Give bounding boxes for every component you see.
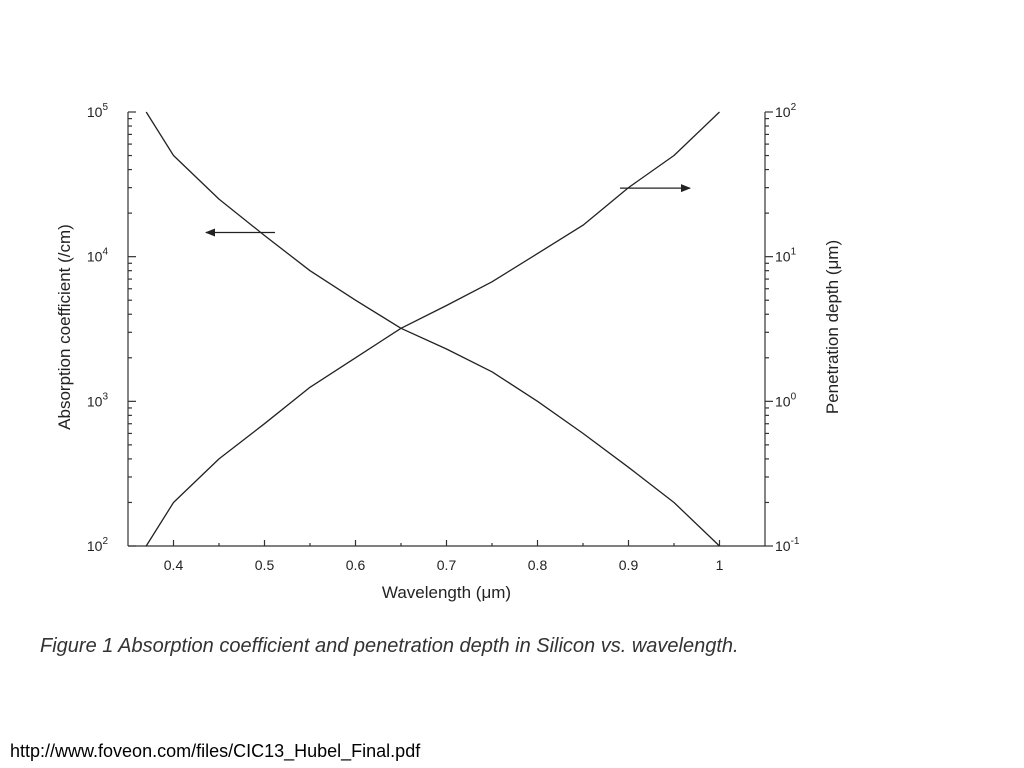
series-line-left bbox=[145, 111, 720, 547]
source-url[interactable]: http://www.foveon.com/files/CIC13_Hubel_… bbox=[10, 741, 421, 761]
y-left-tick-label: 104 bbox=[87, 247, 109, 265]
y-left-tick-label: 103 bbox=[87, 391, 109, 409]
figure-caption: Figure 1 Absorption coefficient and pene… bbox=[40, 635, 739, 657]
y-right-tick-label: 10-1 bbox=[775, 536, 800, 554]
y-right-tick-label: 100 bbox=[775, 391, 797, 409]
series-line-right bbox=[145, 111, 720, 547]
y-right-axis-title: Penetration depth (μm) bbox=[823, 240, 842, 414]
x-tick-label: 1 bbox=[716, 557, 724, 573]
x-tick-label: 0.7 bbox=[437, 557, 457, 573]
y-left-tick-label: 105 bbox=[87, 102, 109, 120]
x-tick-label: 0.6 bbox=[346, 557, 366, 573]
x-tick-label: 0.5 bbox=[255, 557, 275, 573]
x-tick-label: 0.8 bbox=[528, 557, 548, 573]
x-tick-label: 0.9 bbox=[619, 557, 639, 573]
y-right-tick-label: 102 bbox=[775, 102, 797, 120]
y-left-axis-title: Absorption coefficient (/cm) bbox=[55, 224, 74, 430]
y-right-tick-label: 101 bbox=[775, 247, 797, 265]
series-layer bbox=[145, 111, 720, 547]
y-left-tick-label: 102 bbox=[87, 536, 109, 554]
x-tick-label: 0.4 bbox=[164, 557, 184, 573]
x-axis-title: Wavelength (μm) bbox=[382, 583, 511, 602]
axes: 0.4 0.5 0.6 0.7 0.8 0.9 1 102 103 104 105 10-1 100 10… bbox=[87, 102, 800, 573]
